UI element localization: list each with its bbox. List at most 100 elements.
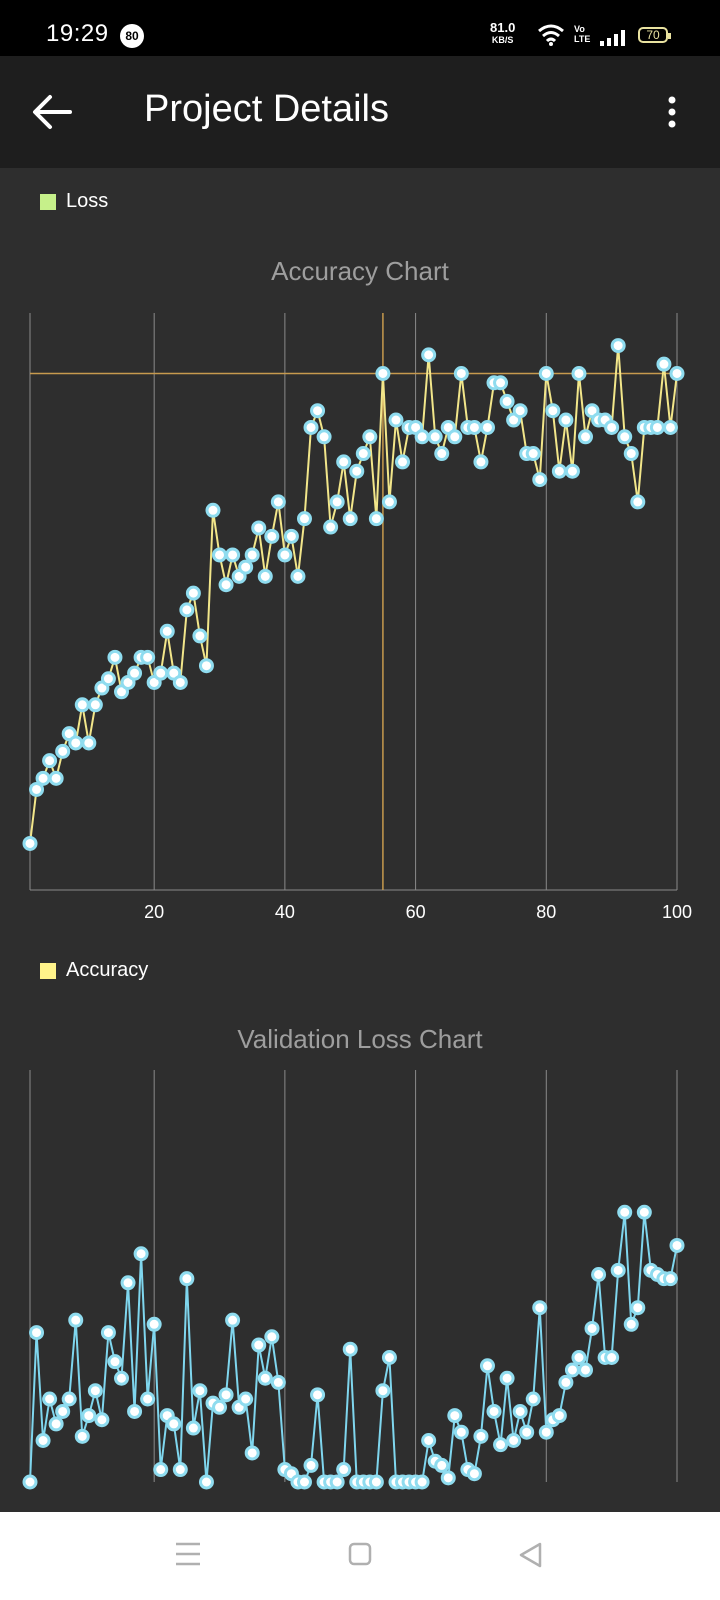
data-point[interactable] [630, 494, 646, 510]
data-point[interactable] [453, 1424, 469, 1440]
data-point[interactable] [238, 1391, 254, 1407]
data-point[interactable] [179, 1271, 195, 1287]
data-point[interactable] [578, 1362, 594, 1378]
data-point[interactable] [375, 1383, 391, 1399]
data-point[interactable] [120, 1275, 136, 1291]
data-point[interactable] [296, 511, 312, 527]
home-icon[interactable] [348, 1542, 372, 1566]
data-point[interactable] [42, 1391, 58, 1407]
data-point[interactable] [656, 356, 672, 372]
more-vert-icon[interactable] [660, 90, 684, 134]
data-point[interactable] [499, 393, 515, 409]
back-arrow-icon[interactable] [30, 90, 74, 134]
data-point[interactable] [584, 1320, 600, 1336]
data-point[interactable] [198, 1474, 214, 1490]
data-point[interactable] [466, 1466, 482, 1482]
data-point[interactable] [166, 1416, 182, 1432]
data-point[interactable] [669, 1237, 685, 1253]
data-point[interactable] [218, 577, 234, 593]
data-point[interactable] [486, 1403, 502, 1419]
data-point[interactable] [310, 1387, 326, 1403]
data-point[interactable] [185, 585, 201, 601]
data-point[interactable] [447, 1408, 463, 1424]
data-point[interactable] [388, 412, 404, 428]
data-point[interactable] [35, 1433, 51, 1448]
data-point[interactable] [493, 375, 509, 391]
data-point[interactable] [525, 446, 541, 462]
data-point[interactable] [225, 1312, 241, 1328]
data-point[interactable] [564, 463, 580, 479]
data-point[interactable] [525, 1391, 541, 1407]
data-point[interactable] [571, 365, 587, 381]
data-point[interactable] [264, 528, 280, 544]
data-point[interactable] [107, 649, 123, 665]
data-point[interactable] [29, 1325, 45, 1341]
data-point[interactable] [617, 429, 633, 445]
data-point[interactable] [558, 1374, 574, 1390]
data-point[interactable] [395, 454, 411, 470]
data-point[interactable] [251, 1337, 267, 1353]
data-point[interactable] [283, 528, 299, 544]
data-point[interactable] [303, 1457, 319, 1473]
data-point[interactable] [172, 1462, 188, 1478]
data-point[interactable] [107, 1354, 123, 1370]
data-point[interactable] [545, 403, 561, 419]
data-point[interactable] [434, 446, 450, 462]
data-point[interactable] [22, 835, 38, 851]
data-point[interactable] [244, 547, 260, 563]
data-point[interactable] [55, 743, 71, 759]
data-point[interactable] [296, 1474, 312, 1490]
data-point[interactable] [127, 1403, 143, 1419]
data-point[interactable] [342, 1341, 358, 1357]
data-point[interactable] [74, 1428, 90, 1444]
menu-icon[interactable] [175, 1542, 201, 1566]
data-point[interactable] [368, 1474, 384, 1490]
data-point[interactable] [61, 1391, 77, 1407]
data-point[interactable] [323, 519, 339, 535]
data-point[interactable] [198, 658, 214, 674]
data-point[interactable] [172, 674, 188, 690]
data-point[interactable] [179, 602, 195, 618]
data-point[interactable] [610, 1262, 626, 1278]
data-point[interactable] [669, 365, 685, 381]
data-point[interactable] [303, 419, 319, 435]
data-point[interactable] [558, 412, 574, 428]
data-point[interactable] [205, 502, 221, 518]
data-point[interactable] [192, 1383, 208, 1399]
data-point[interactable] [519, 1424, 535, 1440]
data-point[interactable] [414, 1474, 430, 1490]
data-point[interactable] [479, 1358, 495, 1374]
data-point[interactable] [48, 770, 64, 786]
data-point[interactable] [473, 1428, 489, 1444]
data-point[interactable] [81, 1408, 97, 1424]
data-point[interactable] [362, 429, 378, 445]
data-point[interactable] [623, 446, 639, 462]
back-icon[interactable] [518, 1542, 542, 1568]
data-point[interactable] [342, 511, 358, 527]
data-point[interactable] [499, 1370, 515, 1386]
data-point[interactable] [238, 559, 254, 575]
data-point[interactable] [329, 1474, 345, 1490]
data-point[interactable] [604, 1350, 620, 1365]
data-point[interactable] [473, 454, 489, 470]
data-point[interactable] [68, 1312, 84, 1328]
data-point[interactable] [251, 520, 267, 536]
data-point[interactable] [532, 1300, 548, 1316]
data-point[interactable] [29, 781, 45, 797]
data-point[interactable] [479, 419, 495, 435]
data-point[interactable] [257, 1370, 273, 1386]
data-point[interactable] [257, 568, 273, 584]
data-point[interactable] [440, 1470, 456, 1486]
data-point[interactable] [623, 1316, 639, 1332]
data-point[interactable] [532, 472, 548, 488]
data-point[interactable] [310, 403, 326, 419]
data-point[interactable] [94, 1412, 110, 1428]
data-point[interactable] [140, 649, 156, 665]
data-point[interactable] [159, 623, 175, 639]
data-point[interactable] [316, 429, 332, 445]
data-point[interactable] [133, 1246, 149, 1262]
data-point[interactable] [218, 1387, 234, 1403]
data-point[interactable] [329, 494, 345, 510]
data-point[interactable] [42, 753, 58, 769]
data-point[interactable] [87, 697, 103, 713]
